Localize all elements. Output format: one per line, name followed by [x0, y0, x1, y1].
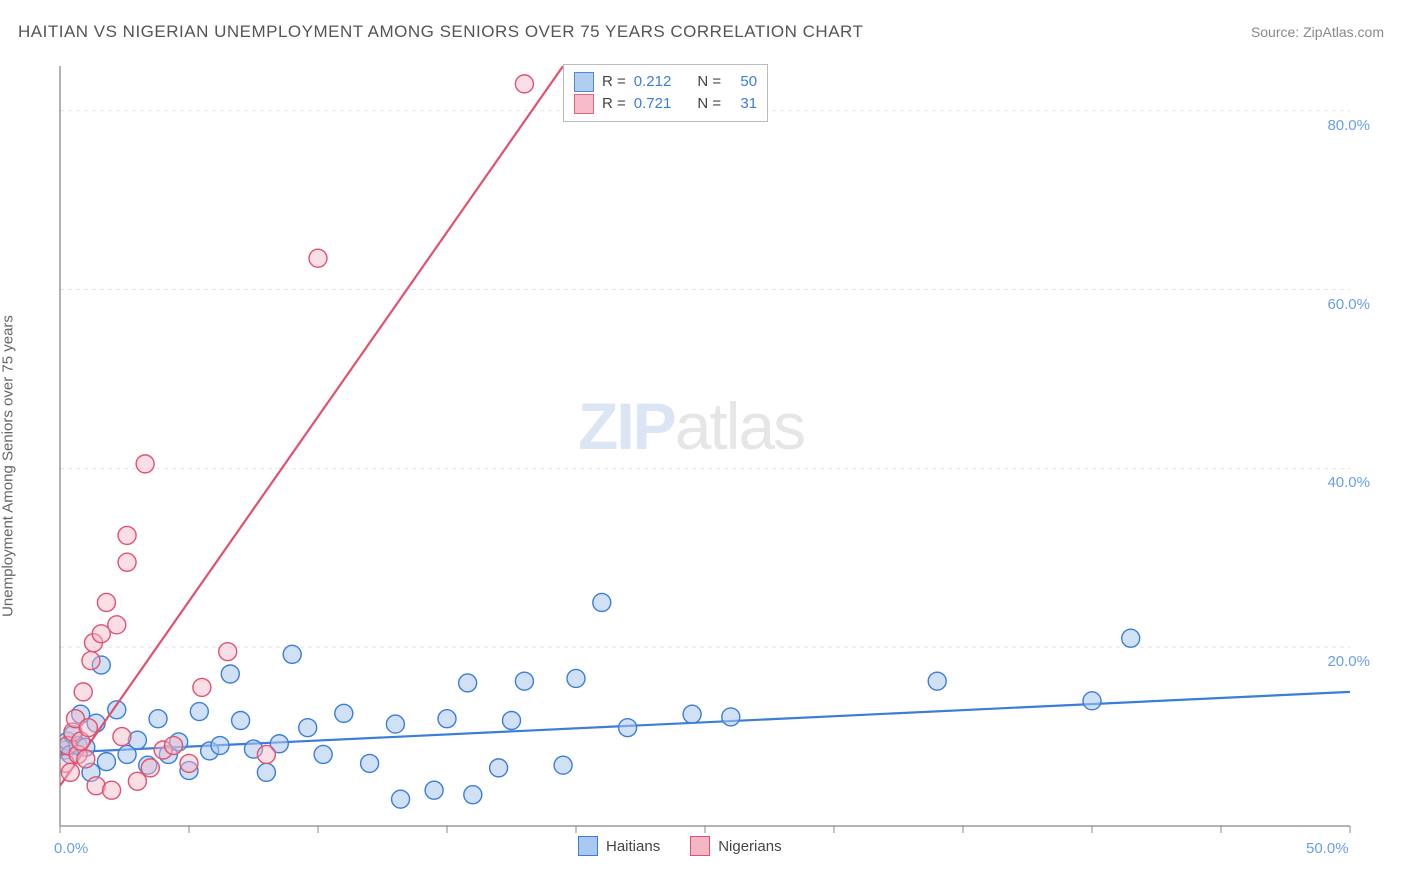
stats-legend-box: R = 0.212 N = 50 R = 0.721 N = 31: [563, 64, 768, 122]
chart-area: Unemployment Among Seniors over 75 years…: [18, 58, 1384, 874]
source-attribution: Source: ZipAtlas.com: [1251, 24, 1384, 40]
swatch-haitians: [574, 72, 594, 92]
stat-R-label: R =: [602, 93, 626, 115]
stats-row-nigerians: R = 0.721 N = 31: [574, 93, 757, 115]
series-legend: Haitians Nigerians: [578, 836, 782, 856]
legend-label: Nigerians: [718, 838, 781, 855]
stat-R-value: 0.212: [634, 71, 672, 93]
stat-R-value: 0.721: [634, 93, 672, 115]
y-tick-label: 80.0%: [1300, 117, 1370, 134]
legend-swatch-haitians: [578, 836, 598, 856]
stats-row-haitians: R = 0.212 N = 50: [574, 71, 757, 93]
source-link[interactable]: ZipAtlas.com: [1303, 24, 1384, 40]
stat-N-value: 31: [729, 93, 757, 115]
y-axis-label: Unemployment Among Seniors over 75 years: [0, 315, 17, 617]
legend-item-haitians[interactable]: Haitians: [578, 836, 660, 856]
stat-N-label: N =: [697, 93, 721, 115]
scatter-plot: [18, 58, 1380, 856]
swatch-nigerians: [574, 94, 594, 114]
y-tick-label: 40.0%: [1300, 474, 1370, 491]
source-label: Source:: [1251, 24, 1303, 40]
x-tick-label: 50.0%: [1306, 840, 1349, 857]
stat-N-label: N =: [697, 71, 721, 93]
stat-N-value: 50: [729, 71, 757, 93]
legend-item-nigerians[interactable]: Nigerians: [690, 836, 781, 856]
legend-label: Haitians: [606, 838, 660, 855]
x-tick-label: 0.0%: [54, 840, 88, 857]
chart-title: HAITIAN VS NIGERIAN UNEMPLOYMENT AMONG S…: [18, 22, 863, 42]
y-tick-label: 60.0%: [1300, 296, 1370, 313]
y-tick-label: 20.0%: [1300, 653, 1370, 670]
legend-swatch-nigerians: [690, 836, 710, 856]
stat-R-label: R =: [602, 71, 626, 93]
